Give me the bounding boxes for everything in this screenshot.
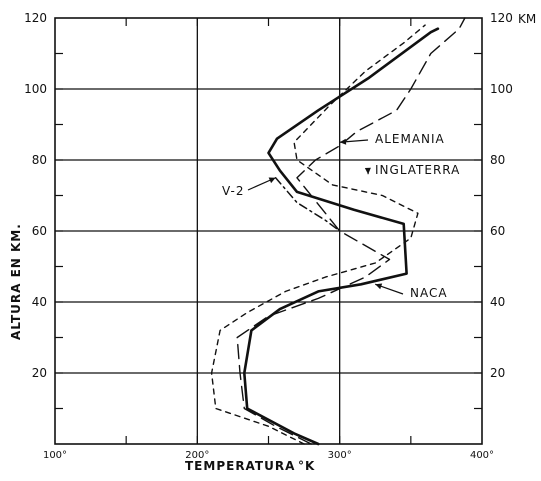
y-tick-label-left: 40	[32, 295, 47, 309]
x-tick-label: 300°	[328, 450, 352, 461]
y-tick-label-left: 120	[24, 11, 47, 25]
annotation-alemania: ALEMANIA	[375, 132, 445, 146]
annotation-v-2: V-2	[222, 184, 244, 198]
y-tick-label-left: 80	[32, 153, 47, 167]
y-tick-label-right: 120	[490, 11, 513, 25]
series-line-v-2	[274, 177, 341, 232]
series-line-alemania	[236, 17, 466, 445]
series-line-inglaterra	[210, 24, 426, 445]
annotation-arrowhead	[268, 177, 276, 184]
y-tick-label-left: 60	[32, 224, 47, 238]
annotation-arrowhead	[364, 167, 371, 175]
x-axis-label: TEMPERATURA	[185, 459, 295, 473]
grid-layer	[54, 17, 483, 445]
y-tick-label-right: 100	[490, 82, 513, 96]
y-tick-label-right: 40	[490, 295, 505, 309]
annotation-layer: ALEMANIA INGLATERRA V-2 NACA	[222, 132, 460, 300]
tick-layer: 100° 200° 300° 400° 20 20 40 40 60 60 80 80 100 100 12…	[24, 11, 513, 461]
y-tick-label-left: 100	[24, 82, 47, 96]
annotation-naca: NACA	[410, 286, 448, 300]
x-tick-label: 100°	[43, 450, 67, 461]
series-line-naca	[243, 27, 440, 446]
right-axis-unit-label: KM	[518, 12, 536, 26]
annotation-arrowhead	[339, 138, 347, 145]
y-tick-label-right: 20	[490, 366, 505, 380]
annotation-inglaterra: INGLATERRA	[375, 163, 460, 177]
y-axis-label: ALTURA EN KM.	[9, 223, 23, 340]
series-layer	[210, 17, 466, 446]
y-tick-label-right: 60	[490, 224, 505, 238]
x-tick-label: 200°	[185, 450, 209, 461]
x-tick-label: 400°	[470, 450, 494, 461]
y-tick-label-right: 80	[490, 153, 505, 167]
annotation-arrowhead	[375, 283, 383, 290]
x-axis-unit-label: °K	[298, 459, 315, 473]
y-tick-label-left: 20	[32, 366, 47, 380]
